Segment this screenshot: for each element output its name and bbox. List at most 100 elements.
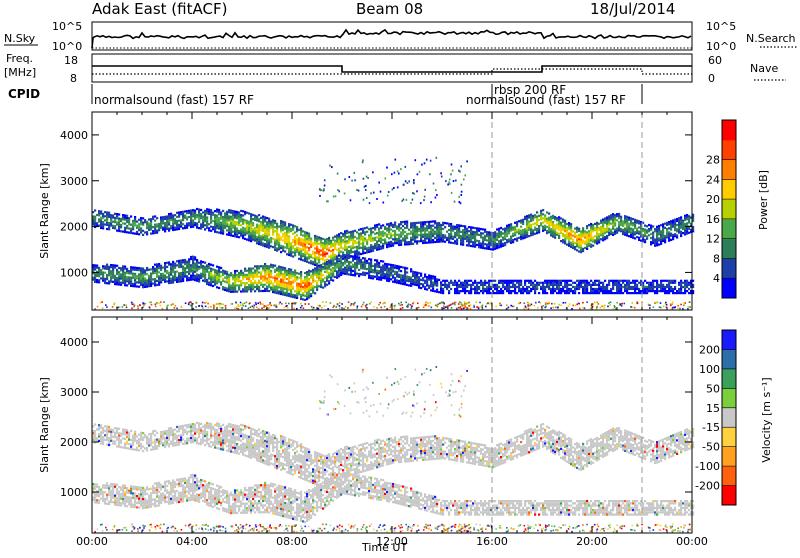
power-cell [206, 212, 208, 214]
power-cell [402, 281, 404, 283]
power-cell [192, 219, 194, 221]
power-cell [626, 218, 628, 220]
power-cell [500, 292, 502, 294]
power-cell [570, 288, 572, 290]
power-cell [250, 282, 252, 284]
power-cell [256, 230, 258, 232]
power-cell [432, 231, 434, 233]
power-cell [354, 268, 356, 270]
power-cell [444, 286, 446, 288]
power-cell [270, 286, 272, 288]
power-cell [568, 234, 570, 236]
power-cell [424, 238, 426, 240]
power-cell [454, 280, 456, 282]
power-cell [244, 276, 246, 278]
power-cell [448, 290, 450, 292]
power-cell [542, 284, 544, 286]
power-cell [268, 245, 270, 247]
power-cell [396, 228, 398, 230]
power-cell [268, 274, 270, 276]
power-cell [272, 234, 274, 236]
power-cell [482, 241, 484, 243]
power-cell [508, 232, 510, 234]
power-cell [258, 308, 260, 310]
power-cell [396, 279, 398, 281]
power-cell [264, 231, 266, 233]
power-cell [286, 288, 288, 290]
power-cell [158, 267, 160, 269]
power-cell [663, 306, 665, 308]
power-cell [138, 280, 140, 282]
power-cell [460, 282, 462, 284]
power-cell [190, 258, 192, 260]
power-cell [248, 223, 250, 225]
power-cell [454, 228, 456, 230]
power-cell [584, 284, 586, 286]
power-cell [294, 278, 296, 280]
power-cell [138, 229, 140, 231]
power-cell [380, 235, 382, 237]
power-cell [332, 269, 334, 271]
power-cell [294, 231, 296, 233]
power-cell [324, 281, 326, 283]
power-cell [134, 267, 136, 269]
power-cell [614, 229, 616, 231]
power-cell [308, 274, 310, 276]
power-cell [424, 288, 426, 290]
power-cell [234, 282, 236, 284]
power-cell [524, 284, 526, 286]
power-cell [446, 288, 448, 290]
power-cell [146, 233, 148, 235]
power-cell [612, 234, 614, 236]
power-cell [670, 305, 672, 307]
power-cell [136, 227, 138, 229]
power-cell [136, 277, 138, 279]
power-cell [432, 225, 434, 227]
power-cell [484, 243, 486, 245]
power-cell [246, 212, 248, 214]
power-cell [470, 304, 472, 306]
power-cell [450, 242, 452, 244]
power-cell [138, 219, 140, 221]
power-cell [484, 247, 486, 249]
power-cell [584, 230, 586, 232]
power-cell [266, 269, 268, 271]
power-cell [290, 281, 292, 283]
power-cell [576, 231, 578, 233]
power-cell [582, 248, 584, 250]
power-cell [272, 277, 274, 279]
power-cell [116, 281, 118, 283]
power-cell [686, 214, 688, 216]
power-cell [434, 280, 436, 282]
power-cell [608, 215, 610, 217]
power-cell [274, 279, 276, 281]
power-cell [324, 267, 326, 269]
power-cell [284, 246, 286, 248]
power-cell [362, 257, 364, 259]
power-cell [106, 278, 108, 280]
power-cell [278, 242, 280, 244]
power-cell [498, 286, 500, 288]
power-cell [572, 247, 574, 249]
power-cell [192, 274, 194, 276]
power-cell [504, 286, 506, 288]
power-cell [618, 221, 620, 223]
power-cell [612, 288, 614, 290]
power-cell [228, 278, 230, 280]
power-cell [672, 288, 674, 290]
power-cell [130, 283, 132, 285]
power-cell [378, 278, 380, 280]
power-cell [578, 286, 580, 288]
power-cell [604, 286, 606, 288]
power-cell [480, 242, 482, 244]
power-cell [328, 249, 330, 251]
power-cell [296, 297, 298, 299]
power-cell [602, 231, 604, 233]
power-cell [150, 226, 152, 228]
power-cell [584, 237, 586, 239]
power-cell [94, 216, 96, 218]
power-cell [194, 212, 196, 214]
power-cell [458, 229, 460, 231]
power-cell [550, 292, 552, 294]
power-cell [288, 274, 290, 276]
